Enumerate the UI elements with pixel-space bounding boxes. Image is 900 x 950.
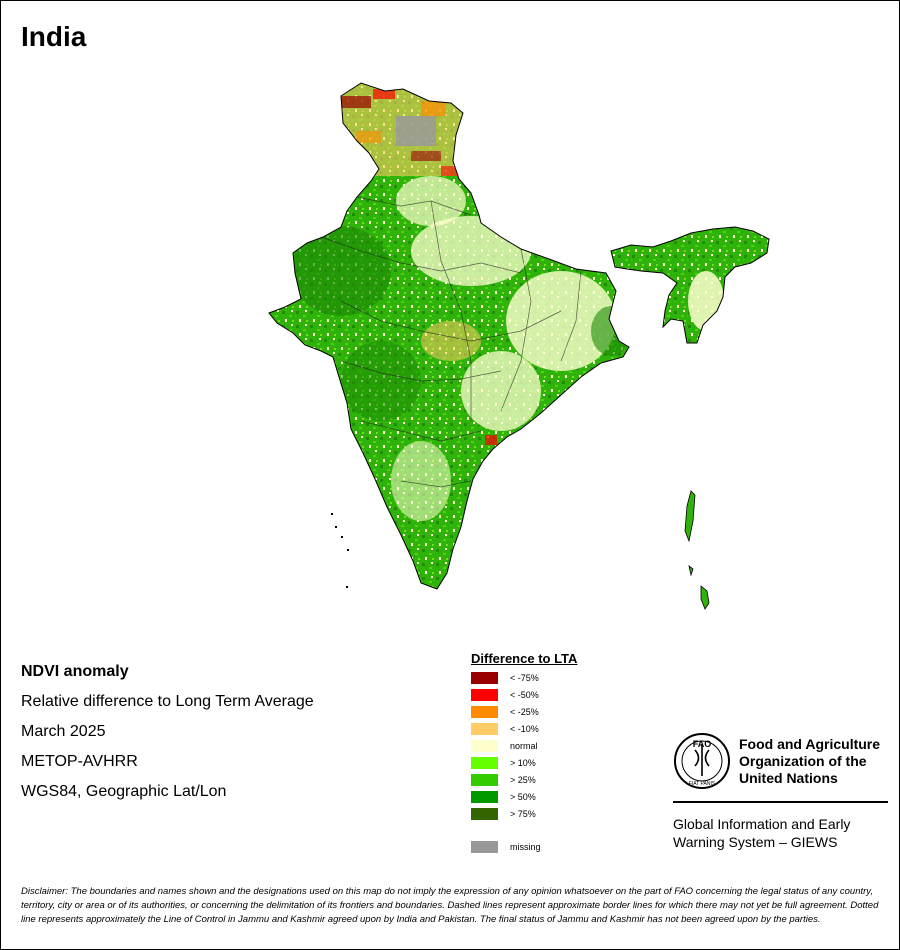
legend-label: < -50% [510, 690, 539, 700]
legend-swatch [471, 757, 498, 769]
legend-label: < -75% [510, 673, 539, 683]
info-title: NDVI anomaly [21, 663, 129, 680]
legend-swatch [471, 723, 498, 735]
legend-label: > 50% [510, 792, 536, 802]
map-info: NDVI anomaly Relative difference to Long… [21, 657, 314, 807]
legend-item: < -25% [471, 704, 651, 721]
legend-item: < -10% [471, 721, 651, 738]
fao-name-line: Food and Agriculture [739, 736, 881, 752]
giews-line: Warning System – GIEWS [673, 834, 838, 850]
info-subtitle: Relative difference to Long Term Average [21, 693, 314, 710]
legend-swatch [471, 808, 498, 820]
legend-item: < -50% [471, 687, 651, 704]
legend-label: < -10% [510, 724, 539, 734]
legend-label: > 25% [510, 775, 536, 785]
legend: Difference to LTA < -75% < -50% < -25% <… [471, 651, 651, 856]
legend-swatch [471, 689, 498, 701]
info-projection: WGS84, Geographic Lat/Lon [21, 783, 227, 800]
legend-item: > 75% [471, 806, 651, 823]
fao-name: Food and Agriculture Organization of the… [739, 736, 880, 787]
giews-name: Global Information and Early Warning Sys… [673, 815, 850, 851]
legend-item: > 50% [471, 789, 651, 806]
fao-logo-motto: FIAT PANIS [689, 781, 716, 787]
legend-swatch [471, 706, 498, 718]
legend-item: normal [471, 738, 651, 755]
legend-label: < -25% [510, 707, 539, 717]
map-title: India [21, 21, 87, 52]
info-period: March 2025 [21, 723, 106, 740]
info-sensor: METOP-AVHRR [21, 753, 138, 770]
legend-item-missing: missing [471, 839, 651, 856]
legend-label: > 75% [510, 809, 536, 819]
legend-label-missing: missing [510, 842, 541, 852]
disclaimer: Disclaimer: The boundaries and names sho… [21, 886, 879, 925]
legend-item: < -75% [471, 670, 651, 687]
legend-item: > 10% [471, 755, 651, 772]
legend-label: > 10% [510, 758, 536, 768]
legend-item: > 25% [471, 772, 651, 789]
divider [673, 801, 888, 803]
giews-line: Global Information and Early [673, 816, 851, 832]
fao-name-line: Organization of the [739, 753, 867, 769]
legend-title: Difference to LTA [471, 651, 578, 666]
legend-swatch [471, 791, 498, 803]
fao-name-line: United Nations [739, 770, 838, 786]
fao-logo-icon: FAO FIAT PANIS [674, 733, 730, 789]
fao-logo-text: FAO [693, 739, 712, 749]
legend-swatch [471, 774, 498, 786]
legend-swatch [471, 740, 498, 752]
legend-swatch-missing [471, 841, 498, 853]
legend-label: normal [510, 741, 538, 751]
india-ndvi-map [268, 82, 770, 610]
legend-swatch [471, 672, 498, 684]
